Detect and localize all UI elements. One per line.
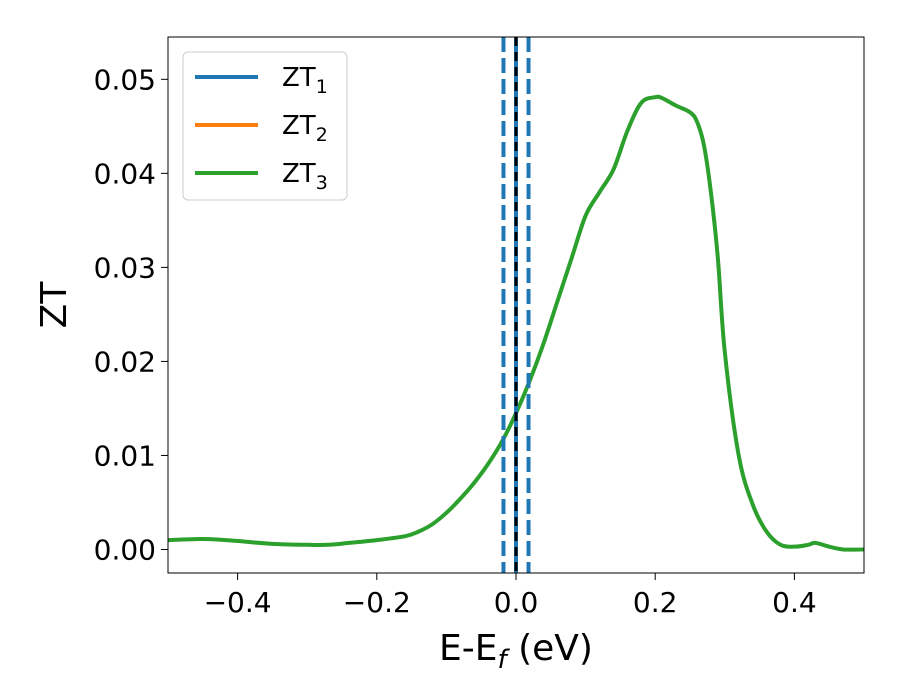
y-tick-label: 0.01 — [94, 439, 156, 472]
x-axis-label-main: E-E — [439, 628, 497, 669]
y-axis: 0.00 0.01 0.02 0.03 0.04 0.05 — [94, 63, 168, 566]
y-tick-label: 0.05 — [94, 63, 156, 96]
x-tick-label: 0.4 — [772, 586, 817, 619]
x-axis-label-unit: (eV) — [507, 628, 593, 669]
y-axis-label: ZT — [34, 281, 75, 329]
y-tick-label: 0.03 — [94, 251, 156, 284]
vline-group — [501, 37, 531, 573]
y-tick-label: 0.02 — [94, 345, 156, 378]
curve-group — [168, 94, 864, 552]
legend-label-2: ZT2 — [282, 111, 328, 146]
x-axis-label: E-Ef (eV) — [439, 628, 593, 675]
legend: ZT1 ZT2 ZT3 — [182, 51, 348, 201]
y-tick-label: 0.04 — [94, 157, 156, 190]
x-axis: −0.4 −0.2 0.0 0.2 0.4 — [204, 573, 817, 619]
x-tick-label: 0.2 — [633, 586, 678, 619]
zt-curve — [168, 94, 864, 552]
y-tick-label: 0.00 — [94, 533, 156, 566]
x-tick-label: −0.4 — [204, 586, 272, 619]
legend-label-1: ZT1 — [282, 63, 328, 98]
legend-label-3: ZT3 — [282, 159, 328, 194]
x-tick-label: 0.0 — [494, 586, 539, 619]
legend-frame — [182, 51, 348, 201]
x-tick-label: −0.2 — [343, 586, 411, 619]
